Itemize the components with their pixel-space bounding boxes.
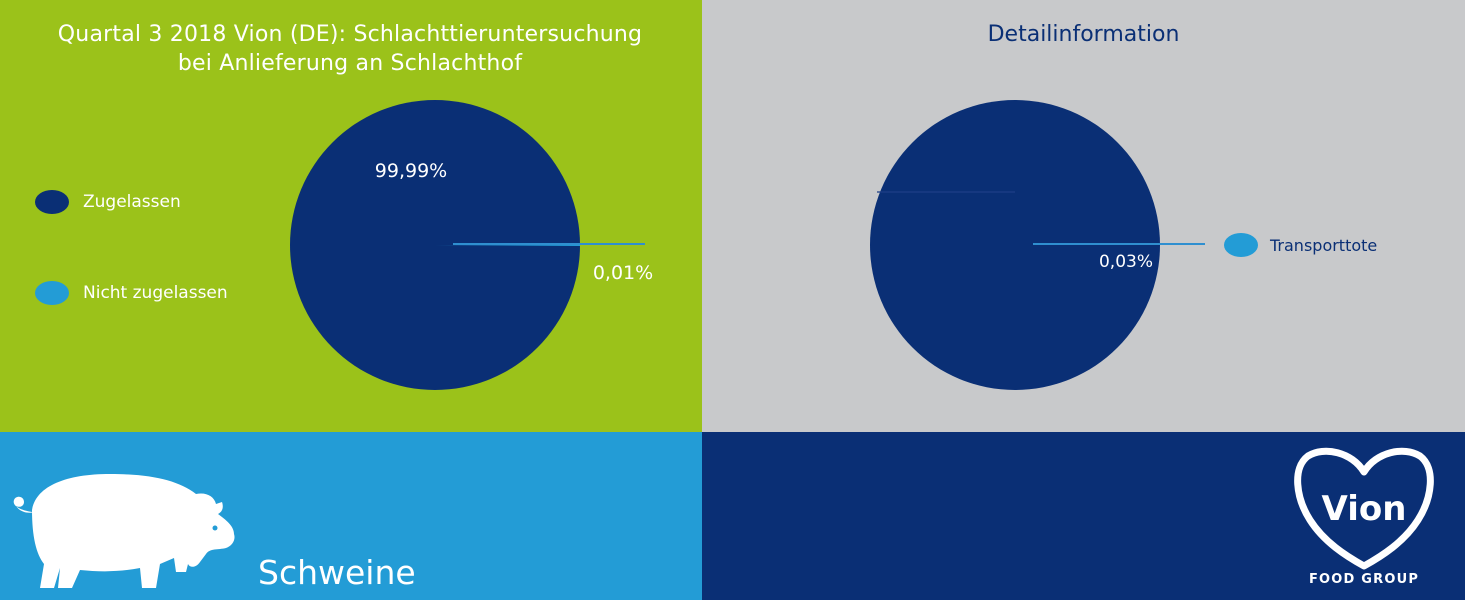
vion-heart-logo-icon: Vion [1294,447,1434,570]
legend-item-transporttote: Transporttote [1224,233,1377,257]
overview-title-line2: bei Anlieferung an Schlachthof [177,51,523,76]
pie-slice-remaining [870,100,1160,390]
logo-subtext: FOOD GROUP [1308,572,1420,587]
data-label-transporttote: 0,03% [1099,252,1153,272]
legend-label-transporttote: Transporttote [1270,235,1378,255]
data-label-zugelassen: 99,99% [375,160,447,182]
legend-swatch-zugelassen [35,190,69,214]
pie-chart-detail: 0,03% [870,100,1205,390]
legend-label-nicht-zugelassen: Nicht zugelassen [83,283,228,303]
legend-item-zugelassen: Zugelassen [35,190,181,214]
detail-title: Detailinformation [987,22,1180,47]
legend-swatch-transporttote [1224,233,1258,257]
overview-title-line1: Quartal 3 2018 Vion (DE): Schlachttierun… [57,22,643,47]
logo-panel [702,432,1465,600]
pie-charts: 99,99% 0,01% 0,03% [290,100,1205,390]
pig-icon [13,474,235,588]
legend-swatch-nicht-zugelassen [35,281,69,305]
overview-title: Quartal 3 2018 Vion (DE): Schlachttierun… [20,20,680,78]
pie-slice-nicht-zugelassen [435,245,580,247]
pie-chart-overview: 99,99% 0,01% [290,100,653,390]
legend-item-nicht-zugelassen: Nicht zugelassen [35,281,228,305]
logo-text: Vion [1322,489,1407,529]
animal-label: Schweine [258,553,416,592]
data-label-nicht-zugelassen: 0,01% [593,262,653,284]
legend-label-zugelassen: Zugelassen [83,192,181,212]
